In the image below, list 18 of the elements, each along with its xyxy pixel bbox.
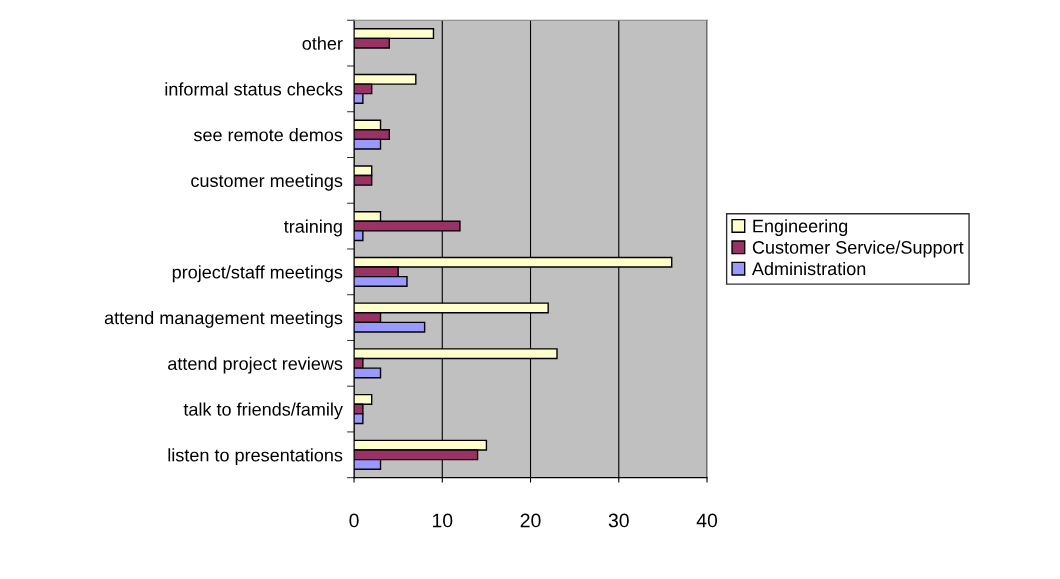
y-tick-label: other: [302, 36, 343, 50]
y-tick-label: project/staff meetings: [172, 265, 343, 283]
y-tick-label: listen to presentations: [168, 448, 343, 466]
y-tick-label: customer meetings: [191, 173, 343, 191]
y-tick-label: informal status checks: [165, 82, 343, 96]
x-tick-label: 40: [696, 513, 718, 528]
x-tick-label: 0: [349, 513, 359, 528]
y-tick-label: training: [283, 219, 342, 237]
legend-label: Customer Service/Support: [752, 240, 964, 258]
x-tick-label: 30: [608, 513, 629, 528]
legend-label: Engineering: [753, 219, 848, 237]
legend-label: Administration: [751, 261, 866, 276]
x-tick-label: 10: [432, 513, 453, 528]
y-tick-label: attend project reviews: [168, 356, 343, 374]
x-tick-label: 20: [520, 513, 541, 528]
y-tick-label: see remote demos: [193, 128, 343, 142]
y-tick-label: talk to friends/family: [183, 402, 343, 420]
y-tick-label: attend management meetings: [104, 311, 343, 328]
